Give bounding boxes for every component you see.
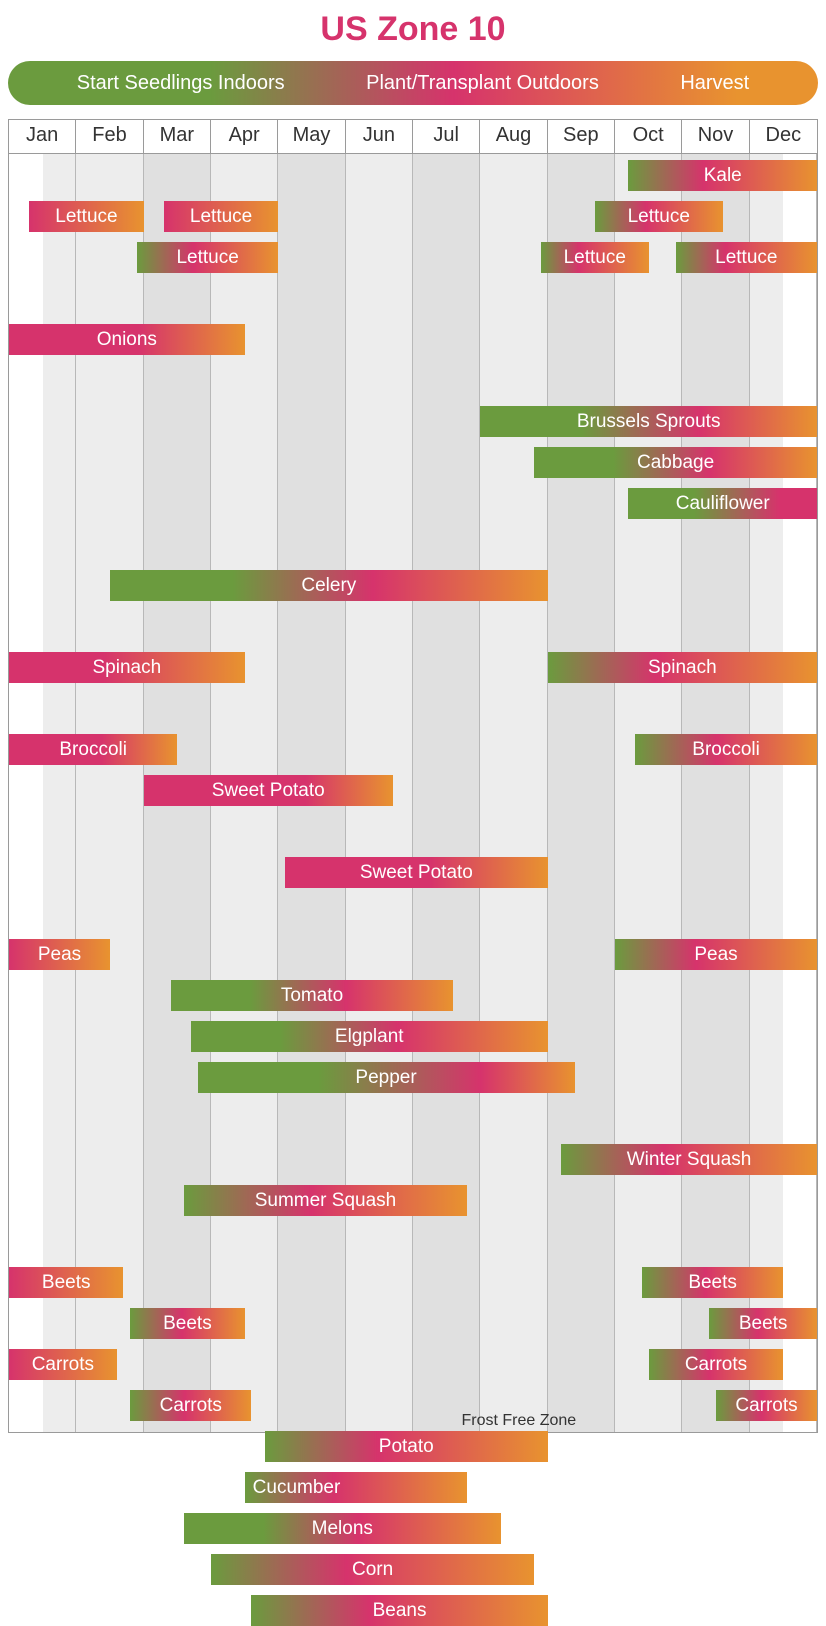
crop-bar: Tomato [171, 980, 454, 1011]
crop-bar: Beets [130, 1308, 244, 1339]
legend-item: Harvest [680, 72, 749, 95]
crop-row: Winter Squash [9, 1144, 817, 1175]
crop-row [9, 611, 817, 642]
crop-bar: Beets [9, 1267, 123, 1298]
month-header: Jul [413, 120, 480, 153]
crop-row: Summer Squash [9, 1185, 817, 1216]
crop-row [9, 1226, 817, 1257]
crop-bar: Brussels Sprouts [480, 406, 817, 437]
crop-row: Carrots Carrots [9, 1390, 817, 1421]
crop-bar: Peas [9, 939, 110, 970]
crop-row: Potato [9, 1431, 817, 1462]
crop-row [9, 283, 817, 314]
crop-row [9, 1103, 817, 1134]
crop-row: Elgplant [9, 1021, 817, 1052]
crop-row: Cucumber [9, 1472, 817, 1503]
crop-bar: Lettuce [164, 201, 278, 232]
crop-row: Brussels Sprouts [9, 406, 817, 437]
month-header: Aug [480, 120, 547, 153]
crop-row: Cabbage [9, 447, 817, 478]
crop-row [9, 898, 817, 929]
chart-body: KaleLettuceLettuceLettuceLettuceLettuceL… [9, 154, 817, 1432]
crop-row: Tomato [9, 980, 817, 1011]
crop-bar: Carrots [649, 1349, 784, 1380]
crop-bar: Kale [628, 160, 817, 191]
crop-row [9, 816, 817, 847]
month-header: Jan [9, 120, 76, 153]
crop-bar: Lettuce [595, 201, 723, 232]
crop-bar: Summer Squash [184, 1185, 467, 1216]
crop-bar: Winter Squash [561, 1144, 817, 1175]
crop-bar: Pepper [198, 1062, 575, 1093]
crop-bar: Beets [709, 1308, 817, 1339]
month-header: Mar [144, 120, 211, 153]
crop-bar: Carrots [130, 1390, 251, 1421]
month-header: Dec [750, 120, 817, 153]
crop-bar: Elgplant [191, 1021, 548, 1052]
crop-row: Sweet Potato [9, 775, 817, 806]
crop-bar: Spinach [548, 652, 817, 683]
crop-row: Peas Peas [9, 939, 817, 970]
crop-row: Beans [9, 1595, 817, 1626]
month-header: Apr [211, 120, 278, 153]
crop-bar: Peas [615, 939, 817, 970]
crop-row: Melons [9, 1513, 817, 1544]
legend-bar: Start Seedlings Indoors Plant/Transplant … [8, 61, 818, 105]
crop-bar: Corn [211, 1554, 534, 1585]
frost-free-label: Frost Free Zone [461, 1412, 576, 1430]
crop-bar: Lettuce [541, 242, 649, 273]
crop-row: Sweet Potato [9, 857, 817, 888]
crop-row [9, 365, 817, 396]
crop-row: Broccoli Broccoli [9, 734, 817, 765]
crop-bar: Spinach [9, 652, 245, 683]
crop-bar: Cabbage [534, 447, 817, 478]
crop-bar: Beans [251, 1595, 547, 1626]
crop-bar: Lettuce [137, 242, 278, 273]
crop-bar: Sweet Potato [144, 775, 393, 806]
crop-row: Onions [9, 324, 817, 355]
crop-row: Lettuce Lettuce Lettuce [9, 242, 817, 273]
crop-bar: Celery [110, 570, 548, 601]
legend-item: Start Seedlings Indoors [77, 72, 285, 95]
crop-bar: Carrots [716, 1390, 817, 1421]
month-header: Sep [548, 120, 615, 153]
crop-row: Spinach Spinach [9, 652, 817, 683]
crop-bar: Melons [184, 1513, 500, 1544]
chart-container: JanFebMarAprMayJunJulAugSepOctNovDec Kal… [8, 119, 818, 1433]
crop-bar: Lettuce [29, 201, 143, 232]
month-header: Oct [615, 120, 682, 153]
crop-row: Pepper [9, 1062, 817, 1093]
crop-row: Corn [9, 1554, 817, 1585]
crop-row [9, 529, 817, 560]
crop-bar: Cauliflower [628, 488, 817, 519]
crop-row: Lettuce Lettuce Lettuce [9, 201, 817, 232]
crop-bar: Potato [265, 1431, 548, 1462]
month-header: May [278, 120, 345, 153]
crop-bar: Broccoli [9, 734, 177, 765]
month-header: Nov [682, 120, 749, 153]
crop-row: Carrots Carrots [9, 1349, 817, 1380]
month-header: Jun [346, 120, 413, 153]
page-title: US Zone 10 [8, 10, 818, 49]
crop-bar: Carrots [9, 1349, 117, 1380]
legend-item: Plant/Transplant Outdoors [366, 72, 599, 95]
crop-bar: Sweet Potato [285, 857, 548, 888]
crop-row [9, 693, 817, 724]
crop-row: Kale [9, 160, 817, 191]
crop-bar: Cucumber [245, 1472, 467, 1503]
month-header: Feb [76, 120, 143, 153]
crop-bar: Lettuce [676, 242, 817, 273]
crop-bar: Onions [9, 324, 245, 355]
planting-calendar: US Zone 10 Start Seedlings Indoors Plant/… [0, 0, 826, 1443]
crop-row: Celery [9, 570, 817, 601]
crop-bar: Beets [642, 1267, 783, 1298]
crop-row: Beets Beets [9, 1267, 817, 1298]
crop-row: Cauliflower [9, 488, 817, 519]
crop-bar: Broccoli [635, 734, 817, 765]
crop-row: Beets Beets [9, 1308, 817, 1339]
month-header-row: JanFebMarAprMayJunJulAugSepOctNovDec [9, 120, 817, 154]
